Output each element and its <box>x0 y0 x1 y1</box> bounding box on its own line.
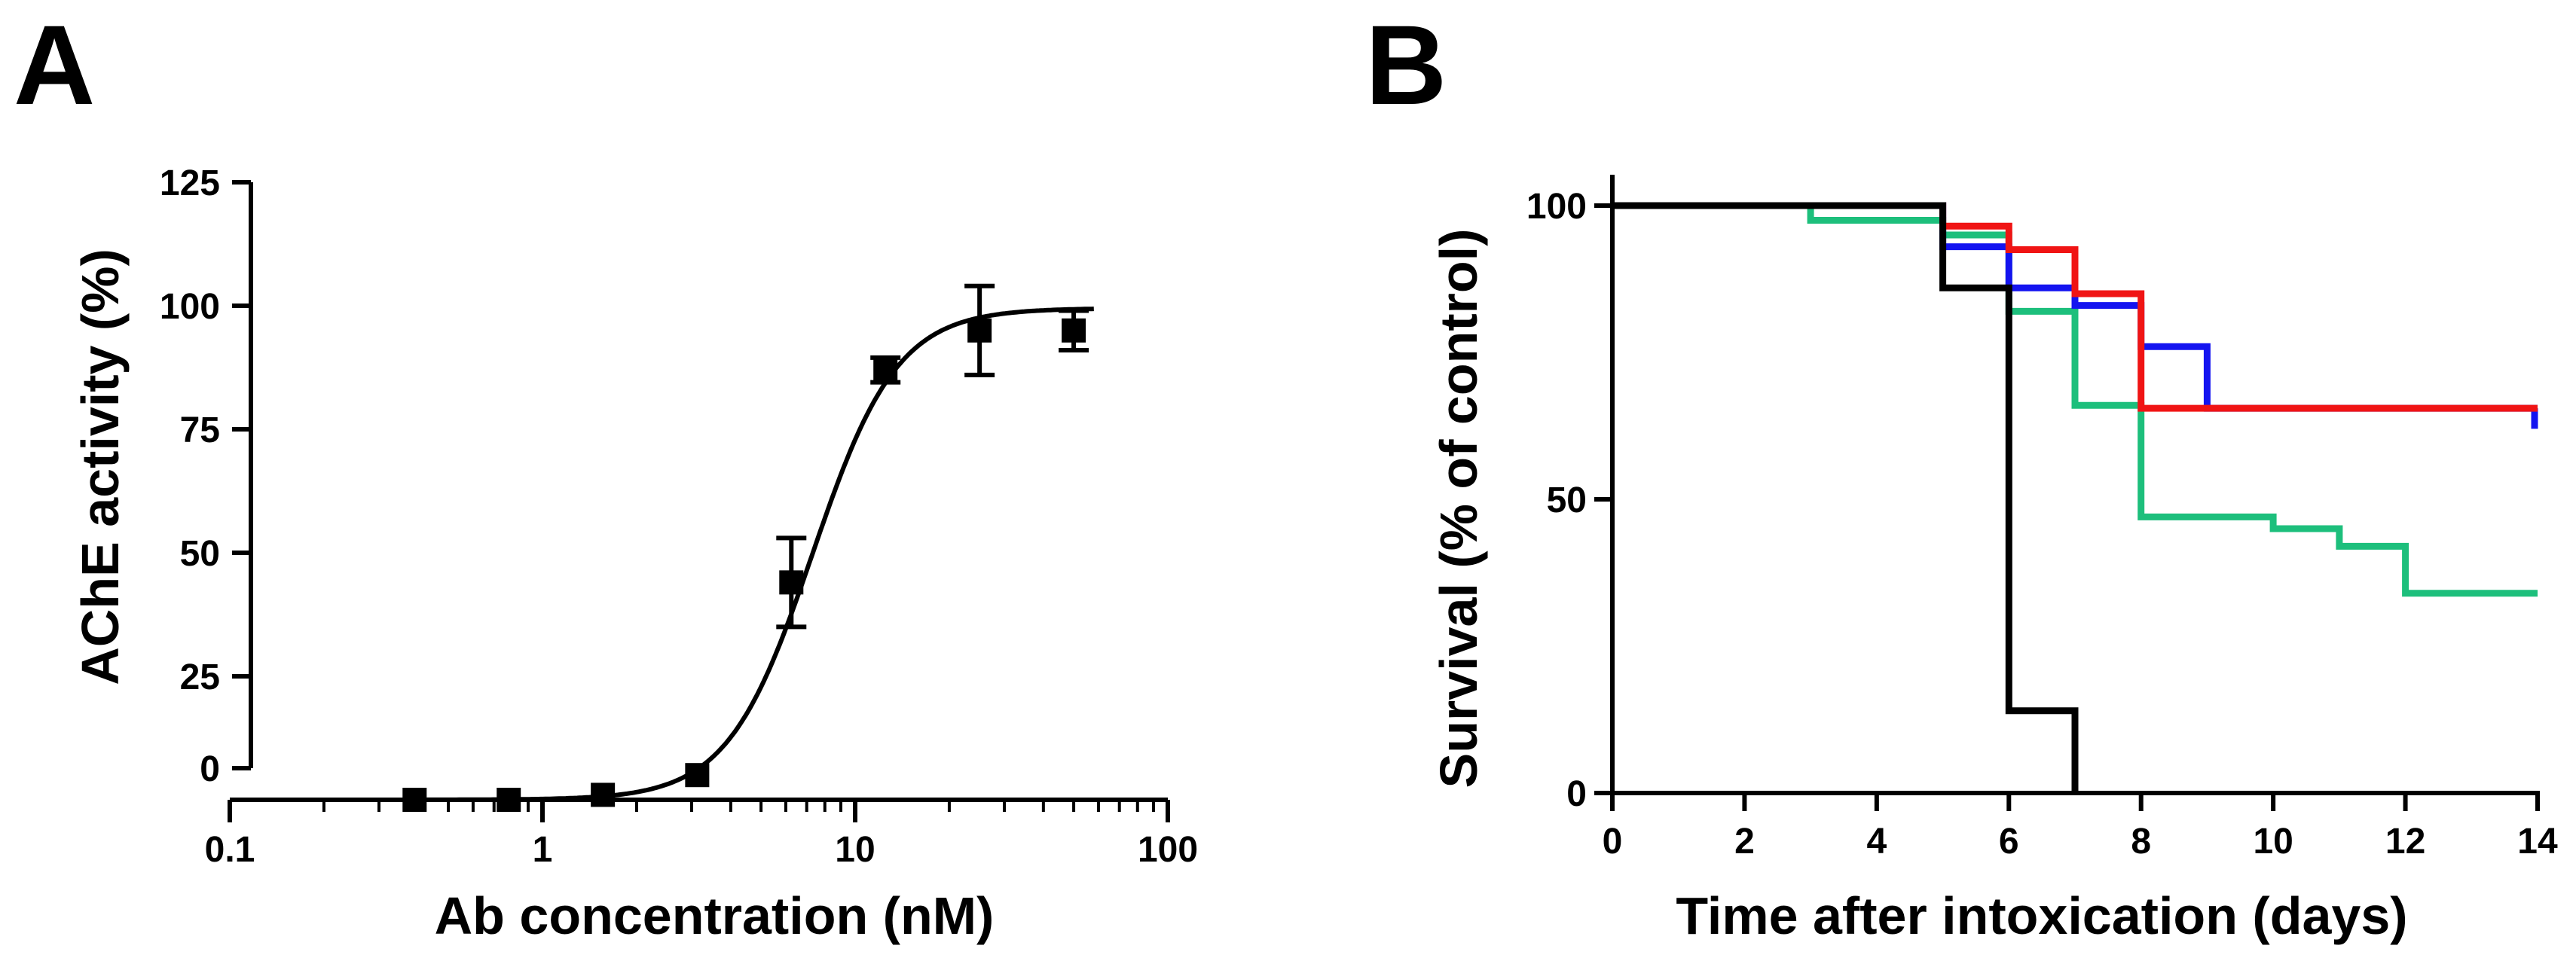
chart-a-y-tick-label: 75 <box>180 410 220 450</box>
chart-b-x-tick-label: 6 <box>1999 822 2019 862</box>
panel-label-b: B <box>1365 2 1447 128</box>
chart-b-y-tick-label: 50 <box>1547 480 1587 520</box>
chart-b-x-tick-label: 2 <box>1734 822 1755 862</box>
chart-a-y-tick-label: 125 <box>160 163 220 203</box>
chart-a-y-tick-label: 25 <box>180 657 220 697</box>
chart-b-x-tick-label: 0 <box>1603 822 1623 862</box>
chart-b-series <box>1612 202 2538 793</box>
chart-a-y-axis-title: AChE activity (%) <box>71 249 130 685</box>
chart-b-series-green <box>1612 202 2538 597</box>
chart-a-data-point <box>497 788 521 812</box>
chart-a-data-point <box>967 318 992 343</box>
chart-a-fit-curve <box>411 307 1094 802</box>
chart-b-x-tick-label: 10 <box>2253 822 2293 862</box>
chart-a-data-point <box>1062 318 1086 343</box>
chart-a-data-point <box>591 782 616 807</box>
chart-a-y-tick-label: 0 <box>200 749 220 789</box>
chart-b-y-tick-label: 100 <box>1526 187 1587 227</box>
chart-a-points <box>402 283 1089 812</box>
chart-a-x-tick-label: 10 <box>835 830 875 870</box>
chart-b-x-tick-label: 14 <box>2517 822 2558 862</box>
chart-b: 0 50 100 0 2 4 6 8 10 12 14 Time after intoxicatio… <box>1429 175 2558 945</box>
chart-a: 0 25 50 75 100 125 0.1 1 10 100 Ab concentration … <box>71 163 1198 945</box>
chart-a-data-point <box>685 763 710 788</box>
chart-b-x-axis-title: Time after intoxication (days) <box>1676 886 2407 945</box>
chart-a-y-tick-label: 100 <box>160 287 220 327</box>
chart-a-data-point <box>873 358 898 383</box>
chart-b-y-tick-label: 0 <box>1566 774 1587 814</box>
chart-b-x-tick-label: 4 <box>1867 822 1887 862</box>
chart-a-data-point <box>779 570 804 595</box>
chart-b-y-axis-title: Survival (% of control) <box>1429 229 1488 789</box>
chart-b-x-tick-label: 12 <box>2385 822 2425 862</box>
chart-a-data-point <box>402 788 427 812</box>
panel-label-a: A <box>14 2 95 128</box>
chart-a-x-axis-title: Ab concentration (nM) <box>435 886 995 945</box>
chart-a-x-tick-label: 0.1 <box>205 830 255 870</box>
chart-b-series-black <box>1612 202 2079 793</box>
chart-a-x-tick-label: 100 <box>1138 830 1198 870</box>
chart-a-x-tick-label: 1 <box>533 830 553 870</box>
chart-a-ticks: 0 25 50 75 100 125 0.1 1 10 100 <box>160 163 1198 870</box>
chart-b-x-tick-label: 8 <box>2131 822 2151 862</box>
chart-b-ticks: 0 50 100 0 2 4 6 8 10 12 14 <box>1526 187 2558 862</box>
chart-a-y-tick-label: 50 <box>180 534 220 574</box>
